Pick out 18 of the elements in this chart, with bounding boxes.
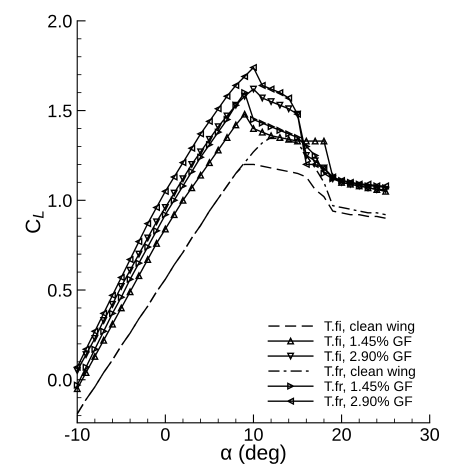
x-tick-label: 0 <box>161 428 170 441</box>
x-tick-label: 30 <box>420 428 440 441</box>
legend-label: T.fr, clean wing <box>324 366 415 379</box>
legend-label: T.fr, 1.45% GF <box>324 380 412 393</box>
x-tick-label: -10 <box>64 428 90 441</box>
legend-label: T.fr, 2.90% GF <box>324 396 412 408</box>
y-axis-title: C$_{L}$ <box>26 211 44 233</box>
legend-label: T.fi, 2.90% GF <box>324 350 412 363</box>
legend-label: T.fi, clean wing <box>324 320 414 334</box>
legend-label: T.fi, 1.45% GF <box>324 336 412 348</box>
y-tick-label: 2.0 <box>48 14 72 28</box>
y-tick-label: 0.0 <box>48 374 72 386</box>
y-tick-label: 1.0 <box>48 194 72 208</box>
x-tick-label: 20 <box>332 428 351 441</box>
x-axis-title: α (deg) <box>221 444 286 464</box>
y-tick-label: 0.5 <box>48 284 72 297</box>
x-tick-label: 10 <box>244 428 263 441</box>
y-tick-label: 1.5 <box>48 104 72 118</box>
